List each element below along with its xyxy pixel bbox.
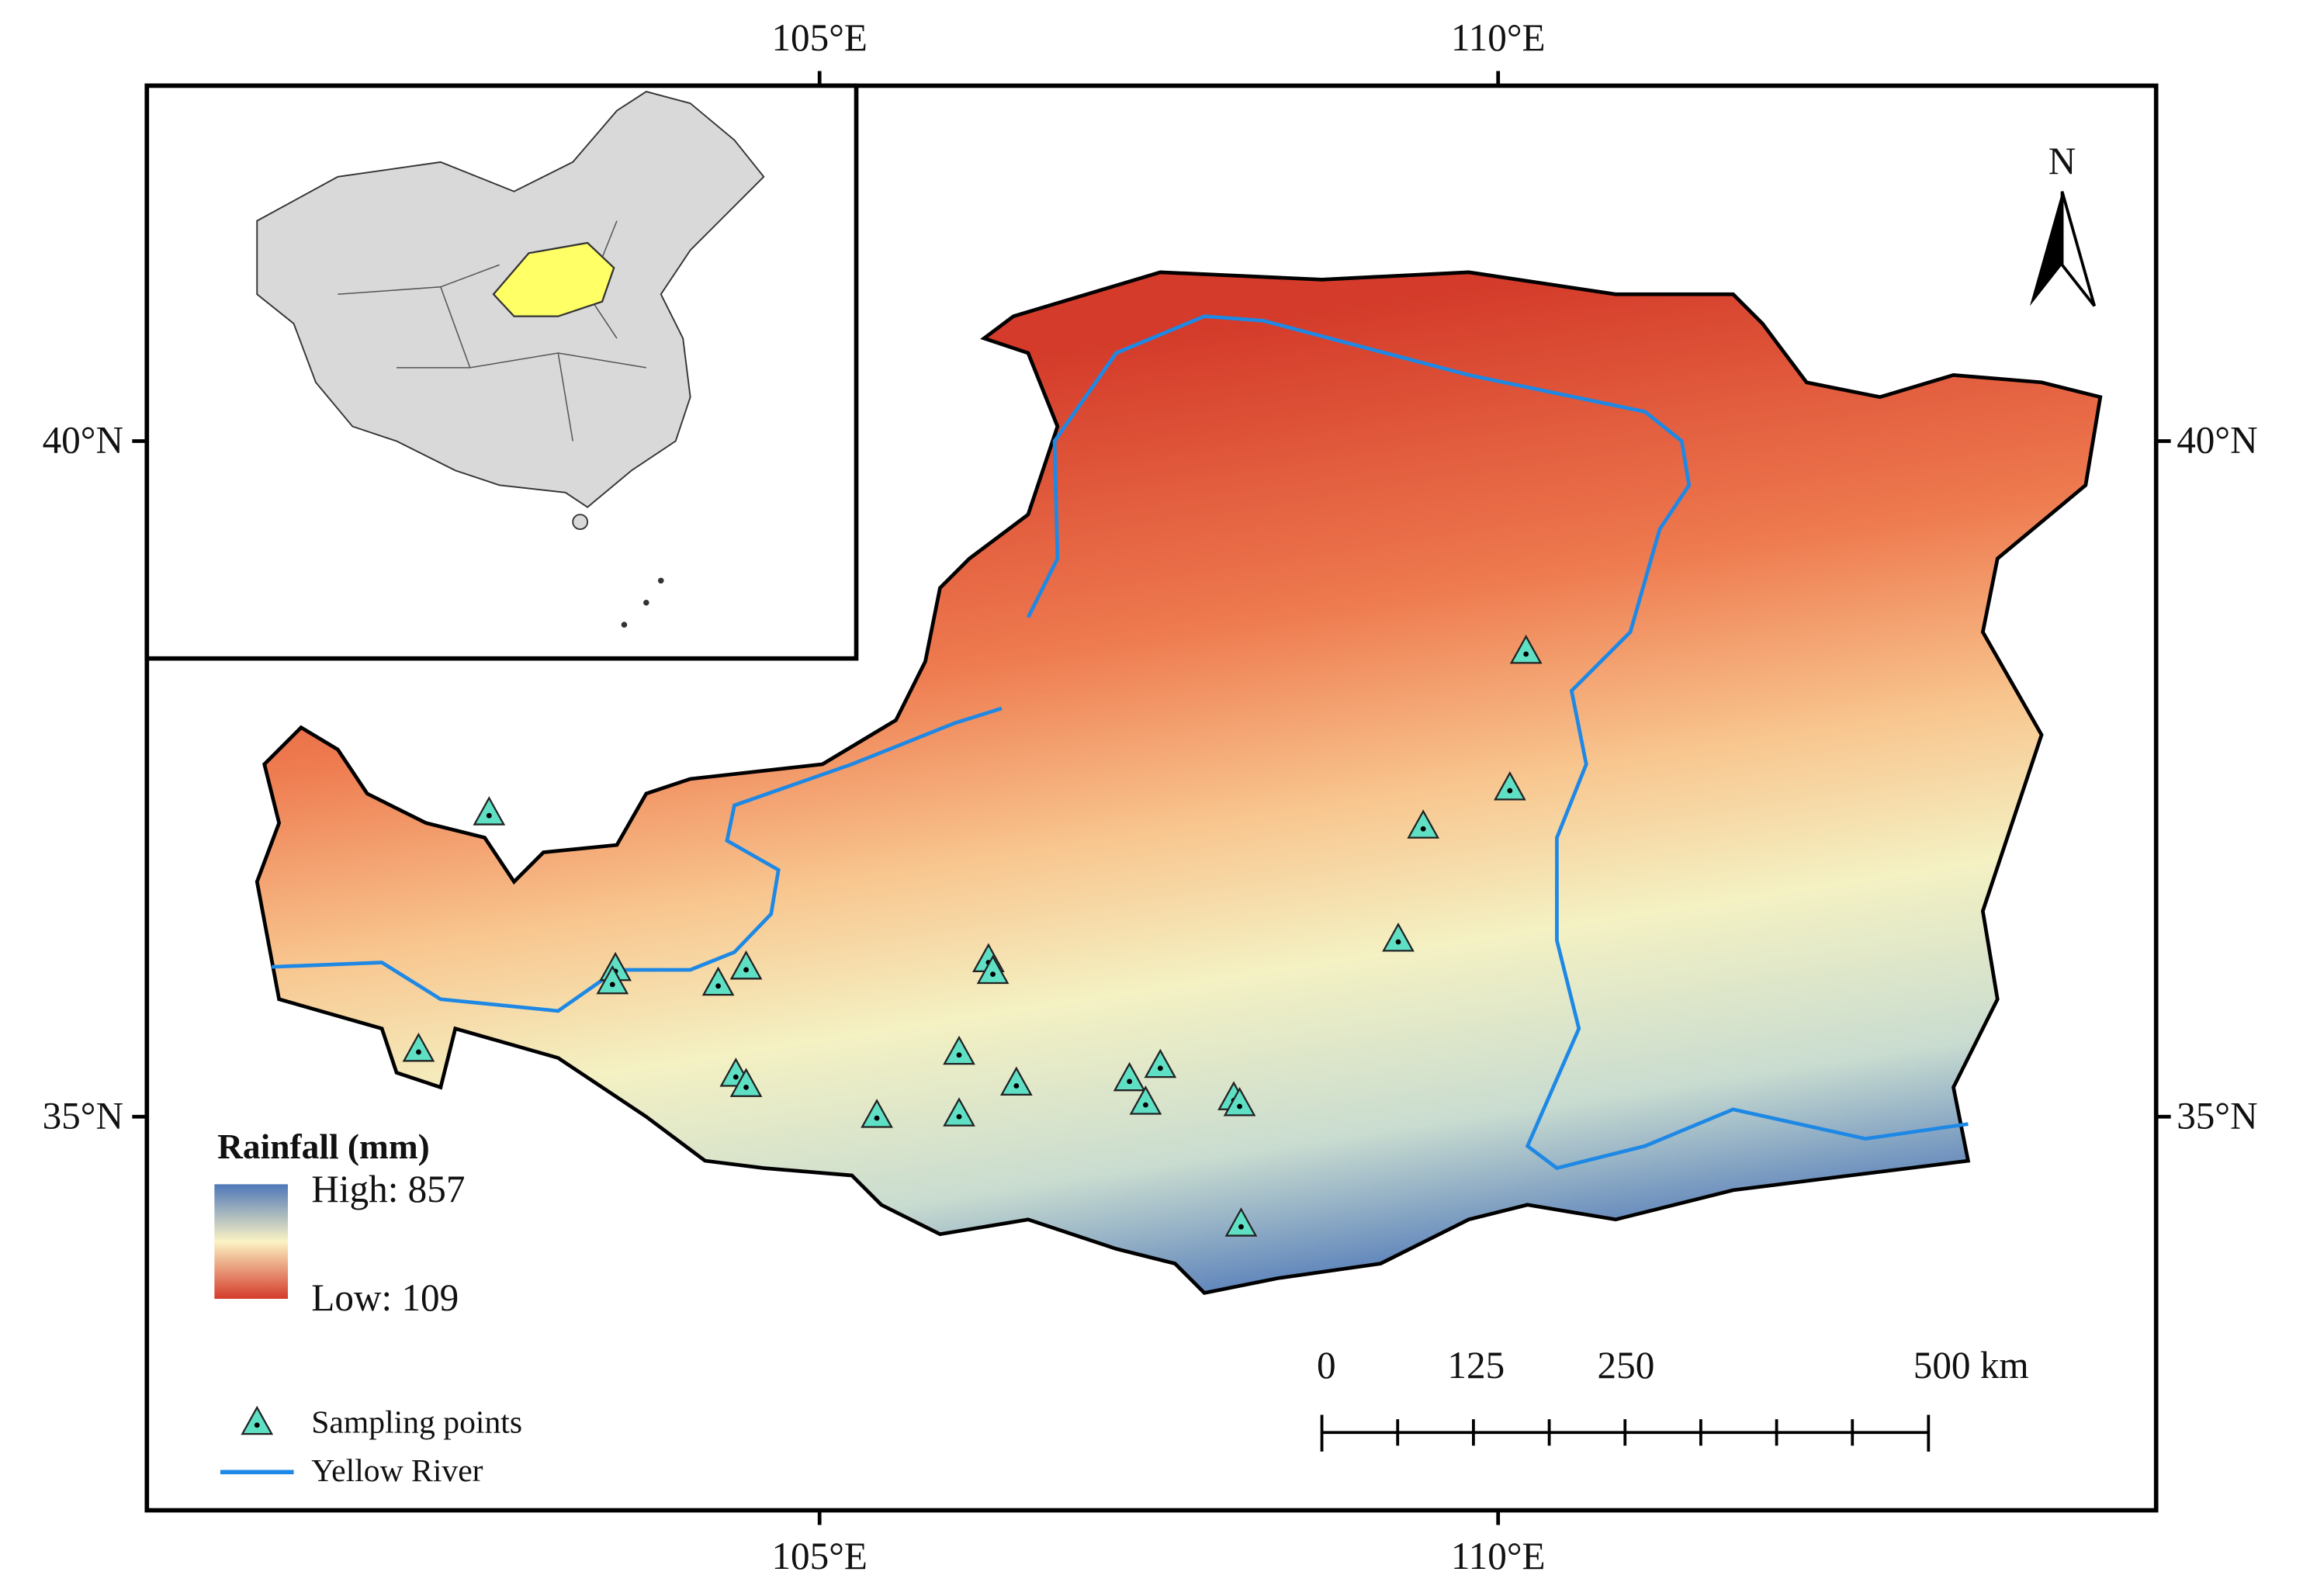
lat-label: 40°N [2177, 419, 2257, 462]
lat-label: 35°N [43, 1094, 123, 1137]
plateau [255, 270, 2103, 1295]
legend-item: Sampling points [311, 1404, 522, 1440]
lon-label: 105°E [771, 16, 868, 59]
lon-label: 105°E [771, 1535, 868, 1577]
legend-high: High: 857 [311, 1168, 465, 1210]
scale-label: 125 [1447, 1344, 1505, 1387]
inset-map [144, 83, 859, 661]
lat-label: 40°N [43, 419, 123, 462]
lon-label: 110°E [1451, 16, 1546, 59]
scale-label: 0 [1317, 1344, 1336, 1387]
scale-bar [1320, 1414, 1931, 1452]
legend-item: Yellow River [311, 1453, 483, 1489]
scale-label: 500 km [1913, 1344, 2029, 1387]
scale-label: 250 [1597, 1344, 1654, 1387]
legend-ramp [214, 1184, 288, 1299]
legend-low: Low: 109 [311, 1276, 459, 1319]
lon-label: 110°E [1451, 1535, 1546, 1577]
north-label: N [2048, 140, 2076, 182]
frame-ticks [132, 71, 2171, 1525]
yellow-river [272, 314, 1969, 1171]
legend-title: Rainfall (mm) [217, 1127, 430, 1166]
lat-label: 35°N [2177, 1094, 2257, 1137]
